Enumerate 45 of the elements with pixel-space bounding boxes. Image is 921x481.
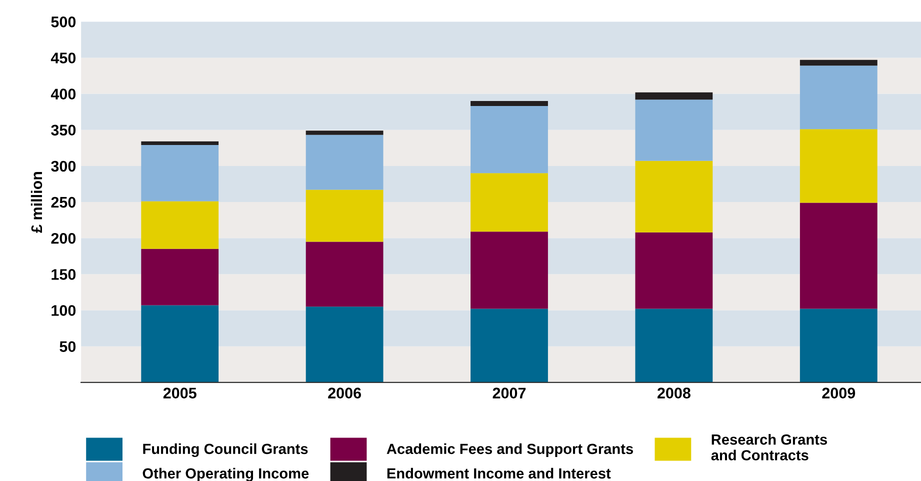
bar <box>141 141 219 146</box>
bar <box>800 202 878 309</box>
bar <box>306 130 384 135</box>
x-tick-label: 2005 <box>163 388 196 398</box>
bar <box>141 248 219 306</box>
x-tick-label: 2009 <box>822 388 856 398</box>
bar <box>141 305 219 382</box>
bar <box>635 232 713 309</box>
bar <box>800 308 878 382</box>
y-tick-label: 100 <box>52 305 76 316</box>
bar <box>470 173 548 232</box>
bar <box>635 92 713 100</box>
bar <box>306 190 384 242</box>
bar <box>141 201 219 249</box>
y-tick-label: 450 <box>50 52 76 64</box>
y-tick-label: 250 <box>51 196 76 208</box>
y-tick-label: 50 <box>60 341 76 352</box>
y-tick-label: 350 <box>51 124 76 136</box>
bar <box>635 100 713 161</box>
y-tick-label: 500 <box>51 16 76 28</box>
bar <box>800 129 878 203</box>
bar <box>800 66 878 130</box>
bar <box>306 134 384 190</box>
x-tick-label: 2008 <box>657 388 690 398</box>
bar <box>470 101 548 106</box>
bar <box>800 60 878 66</box>
y-tick-label: 300 <box>51 160 76 172</box>
legend-label: Funding Council Grants <box>143 443 308 458</box>
bar <box>635 160 713 232</box>
y-axis-title: £ million <box>30 172 42 233</box>
bar <box>141 145 219 202</box>
bar <box>470 106 548 174</box>
legend-label: Research Grants and Contracts <box>711 434 827 460</box>
bar <box>470 232 548 309</box>
y-tick-label: 200 <box>51 232 76 244</box>
bar <box>635 308 713 382</box>
y-tick-label: 400 <box>50 88 76 100</box>
bar <box>306 242 384 307</box>
y-tick-label: 150 <box>52 269 76 280</box>
legend-label: Academic Fees and Support Grants <box>386 443 633 457</box>
bar <box>470 308 548 382</box>
x-tick-label: 2007 <box>492 388 526 398</box>
bar <box>306 306 384 382</box>
legend-label: Endowment Income and Interest <box>387 468 611 479</box>
x-tick-label: 2006 <box>328 388 362 398</box>
